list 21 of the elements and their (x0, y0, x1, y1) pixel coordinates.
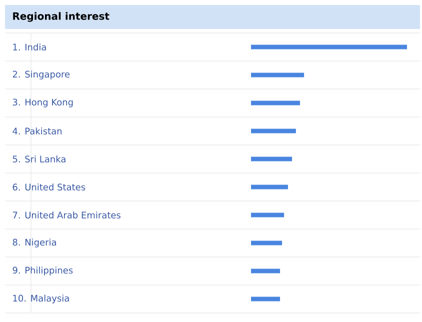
y-tick-label: 7. United Arab Emirates (12, 212, 120, 218)
bar (251, 128, 296, 134)
y-tick-label: 1. India (13, 44, 46, 50)
bar (251, 212, 284, 218)
y-tick-label: 8. Nigeria (12, 238, 56, 248)
y-tick-label: 6. United States (12, 184, 86, 190)
y-tick-label: 4. Pakistan (12, 128, 62, 134)
bar (251, 184, 288, 190)
bar (251, 240, 282, 246)
text: Regional interest (13, 12, 110, 22)
y-tick-label: 5. Sri Lanka (12, 156, 66, 162)
bar (251, 100, 300, 106)
y-tick-label: 10. Malaysia (13, 294, 69, 304)
y-tick-label: 3. Hong Kong (12, 98, 73, 108)
y-tick-label: 9. Philippines (12, 266, 73, 276)
bar (251, 268, 280, 274)
bar (251, 296, 280, 302)
bar (251, 44, 408, 50)
y-tick-label: 2. Singapore (12, 70, 70, 80)
bar (251, 72, 304, 78)
bar (251, 156, 292, 162)
